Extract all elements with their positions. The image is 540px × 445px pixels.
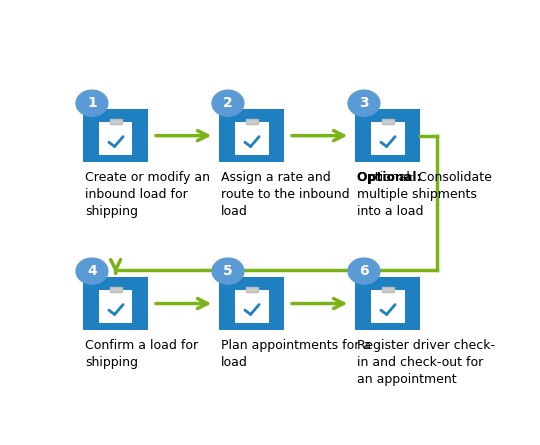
Text: 1: 1 [87,96,97,110]
FancyBboxPatch shape [110,119,122,124]
Text: Plan appointments for a
load: Plan appointments for a load [221,339,372,368]
FancyBboxPatch shape [83,109,148,162]
FancyBboxPatch shape [235,290,268,323]
FancyBboxPatch shape [382,119,394,124]
Text: Register driver check-
in and check-out for
an appointment: Register driver check- in and check-out … [357,339,495,386]
Circle shape [212,258,244,284]
FancyBboxPatch shape [382,287,394,292]
Text: 5: 5 [223,264,233,278]
FancyBboxPatch shape [99,290,132,323]
FancyBboxPatch shape [219,109,284,162]
Text: 6: 6 [359,264,369,278]
Circle shape [348,258,380,284]
Text: Optional:: Optional: [357,171,426,184]
FancyBboxPatch shape [219,277,284,330]
Text: Confirm a load for
shipping: Confirm a load for shipping [85,339,198,368]
Text: Assign a rate and
route to the inbound
load: Assign a rate and route to the inbound l… [221,171,350,218]
Circle shape [76,90,108,116]
FancyBboxPatch shape [110,287,122,292]
FancyBboxPatch shape [371,290,404,323]
FancyBboxPatch shape [355,109,420,162]
Text: Create or modify an
inbound load for
shipping: Create or modify an inbound load for shi… [85,171,210,218]
FancyBboxPatch shape [99,122,132,155]
FancyBboxPatch shape [83,277,148,330]
Circle shape [348,90,380,116]
FancyBboxPatch shape [355,277,420,330]
Text: 3: 3 [359,96,369,110]
Circle shape [212,90,244,116]
FancyBboxPatch shape [246,119,258,124]
Circle shape [76,258,108,284]
Text: 2: 2 [223,96,233,110]
FancyBboxPatch shape [235,122,268,155]
Text: 4: 4 [87,264,97,278]
FancyBboxPatch shape [246,287,258,292]
FancyBboxPatch shape [371,122,404,155]
Text: Optional: Consolidate
multiple shipments
into a load: Optional: Consolidate multiple shipments… [357,171,492,218]
